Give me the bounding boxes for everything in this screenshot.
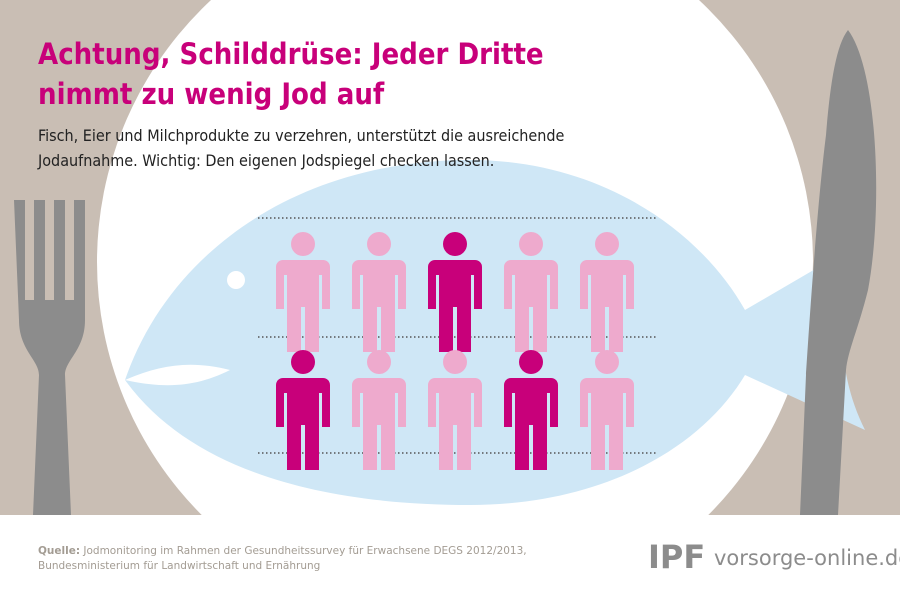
- person: [580, 232, 634, 352]
- source: Quelle: Jodmonitoring im Rahmen der Gesu…: [38, 545, 527, 557]
- footer-bg: [0, 515, 900, 600]
- person: [580, 350, 634, 470]
- person: [276, 350, 330, 470]
- person: [428, 350, 482, 470]
- person: [504, 232, 558, 352]
- source-line: Jodmonitoring im Rahmen der Gesundheitss…: [82, 545, 526, 557]
- source-label: Quelle:: [38, 545, 80, 557]
- pictogram: [276, 232, 634, 470]
- title: nimmt zu wenig Jod auf: [38, 77, 385, 111]
- person: [276, 232, 330, 352]
- source-line: Bundesministerium für Landwirtschaft und…: [38, 560, 320, 572]
- fork: [14, 200, 85, 515]
- website: vorsorge-online.de: [714, 546, 900, 570]
- fish-eye: [227, 271, 245, 289]
- title: Achtung, Schilddrüse: Jeder Dritte: [38, 37, 544, 71]
- subtitle: Jodaufnahme. Wichtig: Den eigenen Jodspi…: [37, 151, 494, 170]
- knife: [800, 30, 877, 515]
- logo: IPF: [648, 538, 705, 576]
- subtitle: Fisch, Eier und Milchprodukte zu verzehr…: [38, 126, 565, 145]
- person: [428, 232, 482, 352]
- person: [352, 232, 406, 352]
- person: [504, 350, 558, 470]
- person: [352, 350, 406, 470]
